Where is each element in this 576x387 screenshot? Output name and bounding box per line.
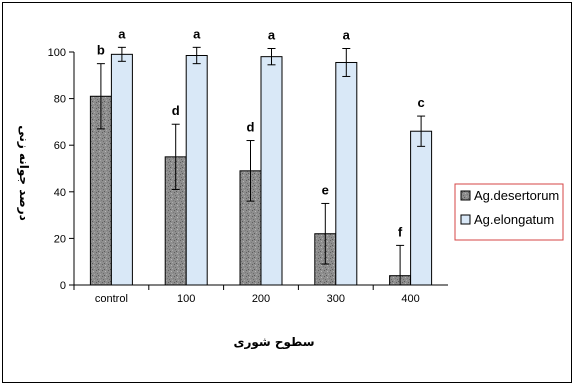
y-tick-label: 40 (54, 187, 66, 199)
x-tick-label: 300 (327, 293, 345, 305)
x-tick-label: control (95, 293, 128, 305)
legend-swatch-elongatum (460, 214, 471, 225)
bar-elongatum (260, 56, 283, 286)
y-tick-label: 0 (60, 280, 66, 292)
x-tick-label: 100 (177, 293, 195, 305)
bar-elongatum (410, 130, 433, 286)
significance-letter: c (417, 95, 424, 110)
x-axis-title: سطوح شوری (233, 335, 314, 350)
y-tick-label: 20 (54, 233, 66, 245)
significance-letter: f (398, 224, 403, 239)
legend-label-elongatum: Ag.elongatum (474, 212, 554, 227)
significance-letter: a (343, 28, 351, 43)
significance-letter: a (268, 28, 276, 43)
legend-box (454, 183, 564, 241)
significance-letter: a (193, 26, 201, 41)
significance-letter: a (118, 26, 126, 41)
y-tick-label: 60 (54, 140, 66, 152)
x-tick-label: 400 (401, 293, 419, 305)
x-tick-label: 200 (252, 293, 270, 305)
legend: Ag.desertorum Ag.elongatum (454, 183, 564, 241)
significance-letter: b (97, 43, 105, 58)
y-axis-title: درصد جوانه زنی (16, 125, 31, 221)
y-tick-label: 80 (54, 94, 66, 106)
significance-letter: d (172, 103, 180, 118)
bar-elongatum (335, 61, 358, 286)
significance-letter: d (247, 120, 255, 135)
legend-label-desertorum: Ag.desertorum (474, 188, 559, 203)
y-tick-label: 100 (48, 47, 66, 59)
legend-swatch-desertorum (460, 190, 471, 201)
bar-elongatum (185, 54, 208, 286)
significance-letter: e (322, 182, 329, 197)
bar-elongatum (110, 53, 133, 286)
